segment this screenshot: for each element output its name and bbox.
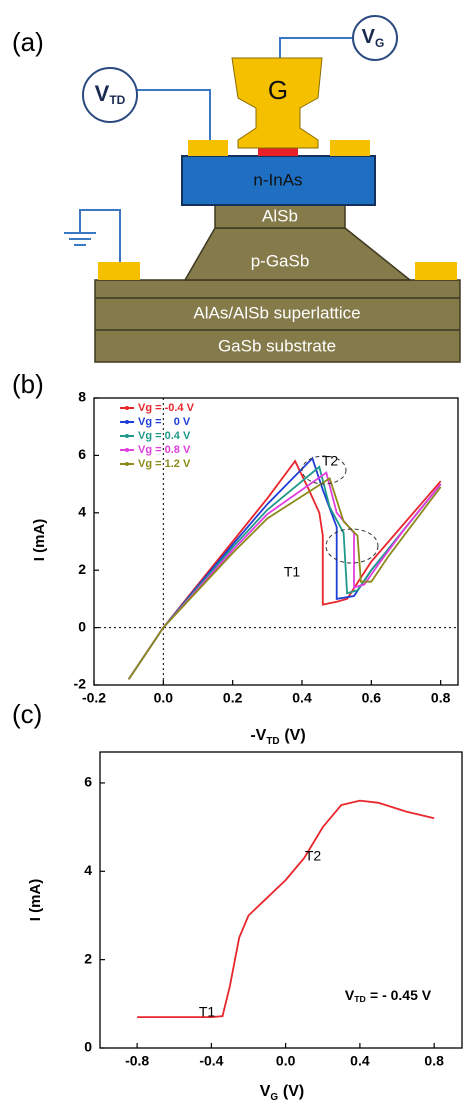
highlight — [325, 528, 379, 564]
terminal — [82, 67, 138, 123]
device-diagram: VTD VG G n-InAs AlSb p-GaSb AlAs/AlSb su… — [64, 15, 461, 363]
annotation: T1 — [199, 1004, 216, 1020]
y-tick-label: 4 — [84, 862, 92, 878]
label-part: G — [270, 1091, 278, 1102]
legend-label: Vg = 0.8 V — [138, 444, 191, 456]
panel-label: (c) — [12, 699, 42, 729]
axis-label: -VTD (V) — [250, 727, 305, 746]
y-tick-label: 2 — [78, 561, 86, 577]
annotation: T2 — [305, 848, 322, 864]
layer-label: GaSb substrate — [218, 336, 336, 355]
data-line — [127, 465, 442, 680]
axis-label: VG (V) — [260, 1083, 305, 1102]
y-tick-label: 2 — [84, 950, 92, 966]
layer-label: AlSb — [262, 206, 298, 225]
label-part: TD — [354, 994, 366, 1004]
x-tick-label: 0.6 — [362, 690, 382, 706]
terminal-label: VG — [362, 26, 385, 50]
plot-frame — [93, 397, 459, 686]
x-tick-label: -0.8 — [125, 1053, 149, 1069]
legend-label: Vg = 0 V — [138, 416, 191, 428]
data-line — [127, 477, 442, 680]
contact — [330, 140, 370, 156]
x-tick-label: 0.0 — [154, 690, 174, 706]
annotation: T1 — [284, 564, 301, 580]
x-tick-label: -0.2 — [82, 690, 106, 706]
x-tick-label: 0.4 — [350, 1053, 370, 1069]
label-part: -V — [250, 727, 266, 744]
legend-label: Vg = 1.2 V — [138, 458, 191, 470]
y-tick-label: 6 — [84, 774, 92, 790]
label-part: (V) — [284, 727, 305, 744]
label-part: (V) — [283, 1083, 304, 1100]
layer-label: n-InAs — [253, 170, 302, 189]
terminal — [352, 15, 398, 61]
annotation: T2 — [322, 453, 339, 469]
label-part: V — [260, 1083, 271, 1100]
x-tick-label: 0.2 — [223, 690, 243, 706]
data-line — [127, 471, 442, 680]
legend-marker — [125, 434, 129, 438]
legend-marker — [125, 448, 129, 452]
label-part: = - 0.45 V — [370, 987, 432, 1003]
axis-label: VTD = - 0.45 V — [345, 987, 432, 1005]
gate-oxide — [258, 148, 298, 156]
x-tick-label: -0.4 — [199, 1053, 223, 1069]
legend-label: Vg = 0.4 V — [138, 430, 191, 442]
x-tick-label: 0.0 — [276, 1053, 296, 1069]
gate-label: G — [268, 75, 288, 105]
y-tick-label: 0 — [84, 1039, 92, 1055]
x-tick-label: 0.4 — [292, 690, 312, 706]
legend-marker — [125, 420, 129, 424]
gate — [231, 57, 323, 149]
highlight — [301, 455, 347, 485]
y-tick-label: 0 — [78, 618, 86, 634]
substrate — [94, 279, 461, 363]
wire — [79, 209, 121, 262]
label-part: TD — [266, 735, 279, 746]
panel-label: (a) — [12, 27, 44, 57]
y-tick-label: 6 — [78, 446, 86, 462]
panel-label: (b) — [12, 369, 44, 399]
contact — [415, 262, 457, 280]
data-line — [127, 459, 442, 680]
axis-label: I (mA) — [27, 879, 44, 922]
x-tick-label: 0.8 — [424, 1053, 444, 1069]
plot-frame — [99, 751, 463, 1049]
ground-symbol — [64, 232, 96, 246]
legend-marker — [125, 462, 129, 466]
layer-label: p-GaSb — [251, 251, 310, 270]
y-tick-label: 4 — [78, 504, 86, 520]
data-line — [137, 799, 435, 1018]
y-tick-label: 8 — [78, 389, 86, 405]
contact — [188, 140, 228, 156]
wire — [279, 37, 353, 62]
wire — [137, 89, 211, 140]
legend-marker — [125, 406, 129, 410]
n-inas — [181, 155, 376, 206]
legend-label: Vg = -0.4 V — [138, 402, 195, 414]
contact — [98, 262, 140, 280]
label-part: V — [345, 987, 355, 1003]
terminal-label: VTD — [95, 81, 126, 107]
layer-label: AlAs/AlSb superlattice — [193, 303, 360, 322]
x-tick-label: 0.8 — [431, 690, 451, 706]
y-tick-label: -2 — [74, 676, 87, 692]
axis-label: I (mA) — [31, 519, 48, 562]
